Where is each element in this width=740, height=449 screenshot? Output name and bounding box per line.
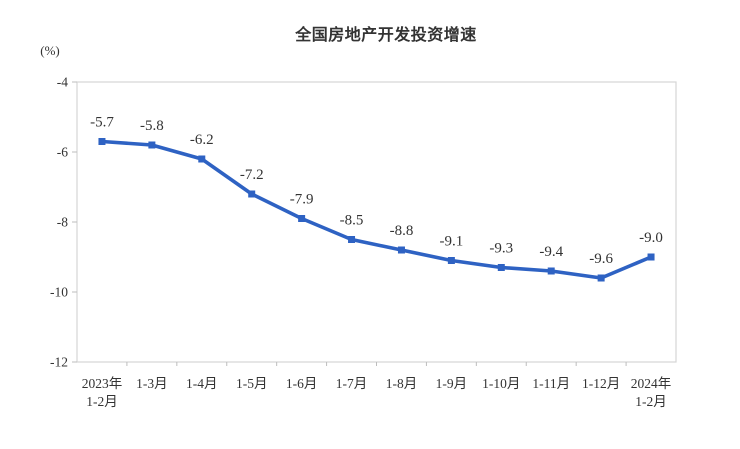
x-axis-label: 1-7月	[336, 376, 368, 391]
data-point-marker	[547, 267, 555, 275]
data-point-label: -5.7	[90, 115, 114, 131]
data-point-marker	[248, 190, 256, 198]
data-point-label: -6.2	[190, 132, 214, 148]
y-axis-tick-label: -6	[57, 145, 68, 160]
data-point-label: -7.2	[240, 167, 264, 183]
x-axis-label: 1-9月	[436, 376, 468, 391]
data-point-label: -8.8	[390, 223, 414, 239]
data-point-marker	[198, 155, 206, 163]
data-point-marker	[497, 264, 505, 271]
data-point-label: -9.3	[489, 241, 513, 257]
y-axis-tick-label: -10	[50, 285, 68, 300]
data-point-marker	[98, 138, 106, 145]
plot-border	[76, 81, 677, 363]
data-point-marker	[348, 236, 356, 243]
x-axis-label: 1-2月	[86, 394, 118, 409]
data-point-marker	[397, 246, 405, 254]
data-point-label: -9.1	[440, 234, 464, 250]
y-axis-unit-label: (%)	[40, 43, 60, 58]
x-axis-label: 1-6月	[286, 376, 318, 391]
data-point-label: -9.6	[589, 251, 613, 267]
trend-line	[100, 139, 653, 280]
x-axis-label: 1-5月	[236, 376, 268, 391]
x-axis-label: 1-8月	[386, 376, 418, 391]
data-point-label: -9.4	[539, 244, 563, 260]
y-axis-tick-label: -8	[57, 215, 68, 230]
chart-title: 全国房地产开发投资增速	[295, 27, 477, 44]
data-point-marker	[148, 141, 156, 149]
data-point-label: -8.5	[340, 213, 364, 229]
x-axis-label: 1-4月	[186, 376, 218, 391]
data-point-marker	[597, 274, 605, 282]
data-point-label: -9.0	[639, 230, 663, 246]
x-axis-label: 2024年	[631, 376, 672, 391]
y-axis-tick-label: -4	[57, 75, 68, 90]
x-axis-label: 1-3月	[136, 376, 168, 391]
data-point-marker	[647, 253, 655, 261]
data-point-marker	[298, 215, 306, 222]
x-axis-label: 1-2月	[635, 394, 667, 409]
data-point-label: -5.8	[140, 118, 164, 134]
x-axis-label: 1-11月	[532, 376, 570, 391]
x-axis-label: 1-12月	[582, 376, 620, 391]
data-point-marker	[447, 257, 455, 264]
y-axis-tick-label: -12	[50, 355, 68, 370]
data-point-label: -7.9	[290, 192, 314, 208]
x-axis-label: 2023年	[82, 376, 123, 391]
x-axis-label: 1-10月	[482, 376, 520, 391]
